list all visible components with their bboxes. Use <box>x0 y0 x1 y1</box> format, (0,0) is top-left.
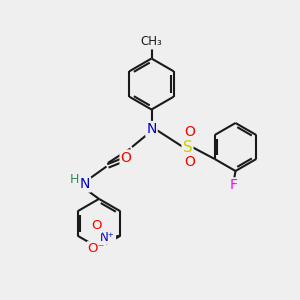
Text: H: H <box>69 172 79 186</box>
Text: O⁻: O⁻ <box>88 242 105 255</box>
Text: O: O <box>91 219 102 232</box>
Text: N: N <box>80 178 90 191</box>
Text: O: O <box>121 151 131 164</box>
Text: F: F <box>230 178 238 192</box>
Text: N: N <box>146 122 157 136</box>
Text: O: O <box>184 155 195 169</box>
Text: O: O <box>184 125 195 139</box>
Text: N⁺: N⁺ <box>100 231 115 244</box>
Text: CH₃: CH₃ <box>141 35 162 49</box>
Text: S: S <box>183 140 192 154</box>
